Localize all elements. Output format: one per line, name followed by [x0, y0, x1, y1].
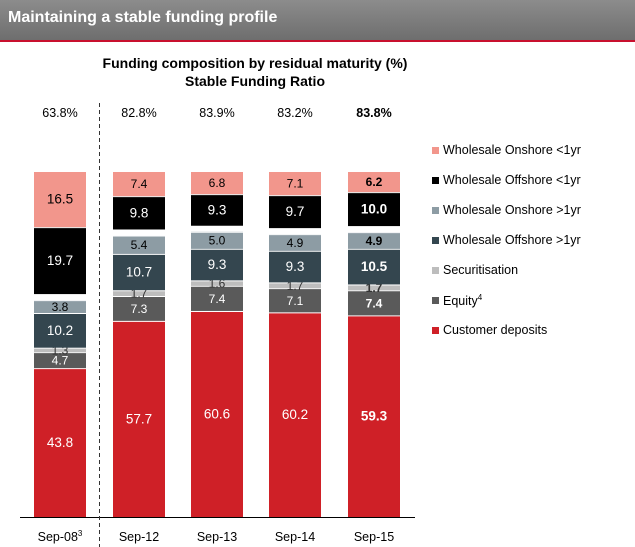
legend-label: Wholesale Offshore >1yr	[443, 233, 581, 247]
bar-segment	[269, 312, 321, 517]
bar-value-label: 6.2	[366, 175, 383, 189]
bar-value-label: 4.9	[287, 236, 304, 250]
bar-segment	[269, 250, 321, 283]
bar-segment	[34, 227, 86, 295]
legend-label: Customer deposits	[443, 323, 548, 337]
bar-segment	[34, 347, 86, 353]
bar-segment	[113, 253, 165, 291]
chart-title: Funding composition by residual maturity…	[102, 55, 408, 71]
stable-funding-ratio-label: 83.9%	[199, 106, 234, 120]
bar-value-label: 9.7	[286, 204, 305, 219]
legend-label: Wholesale Offshore <1yr	[443, 173, 581, 187]
bar-value-label: 59.3	[361, 409, 388, 424]
legend-label: Wholesale Onshore >1yr	[443, 203, 581, 217]
bar-value-label: 10.0	[361, 202, 387, 217]
bar-segment	[348, 315, 400, 517]
bar-value-label: 7.4	[366, 296, 383, 310]
bar-segment	[34, 368, 86, 517]
bar-segment	[34, 352, 86, 369]
bar-value-label: 5.0	[209, 234, 226, 248]
bar-value-label: 43.8	[47, 435, 73, 450]
legend-label: Wholesale Onshore <1yr	[443, 143, 581, 157]
bar-value-label: 60.6	[204, 406, 230, 421]
bar-segment	[348, 232, 400, 249]
bar-segment	[348, 290, 400, 316]
stable-funding-ratio-label: 83.8%	[356, 106, 391, 120]
bar-segment	[113, 171, 165, 197]
bar-segment	[269, 195, 321, 229]
bar-value-label: 57.7	[126, 411, 152, 426]
bar-value-label: 7.1	[287, 294, 304, 308]
bar-value-label: 10.2	[47, 323, 73, 338]
bar-segment	[269, 234, 321, 251]
bar-value-label: 6.8	[209, 176, 226, 190]
bar-value-label: 7.4	[131, 177, 148, 191]
bar-segment	[113, 235, 165, 254]
bar-value-label: 9.3	[208, 257, 227, 272]
bar-value-label: 5.4	[131, 238, 148, 252]
bar-segment	[348, 192, 400, 227]
bar-segment	[191, 231, 243, 249]
bar-segment	[191, 194, 243, 226]
bar-segment	[191, 310, 243, 517]
bar-value-label: 7.3	[131, 302, 148, 316]
banner-accent-rule	[0, 40, 635, 42]
bar-value-label: 60.2	[282, 407, 308, 422]
bar-value-label: 4.9	[366, 234, 383, 248]
bar-value-label: 7.1	[287, 177, 304, 191]
bar-segment	[191, 280, 243, 286]
bar-value-label: 9.3	[286, 259, 305, 274]
bar-segment	[113, 196, 165, 230]
legend-label: Securitisation	[443, 263, 519, 277]
bar-value-label: 4.7	[52, 354, 69, 368]
bar-segment	[191, 248, 243, 281]
chart-subtitle: Stable Funding Ratio	[185, 73, 325, 89]
x-tick-label: Sep-15	[354, 530, 394, 544]
legend-swatch	[432, 267, 439, 274]
bar-segment	[348, 284, 400, 291]
x-tick-label: Sep-14	[275, 530, 315, 544]
bar-segment	[34, 300, 86, 313]
bar-segment	[269, 288, 321, 313]
bar-segment	[269, 171, 321, 196]
bar-value-label: 10.7	[126, 265, 152, 280]
bar-segment	[113, 296, 165, 321]
bar-value-label: 7.4	[209, 292, 226, 306]
bar-segment	[113, 320, 165, 517]
bar-value-label: 3.8	[52, 300, 69, 314]
bar-value-label: 10.5	[361, 259, 388, 274]
section-title: Maintaining a stable funding profile	[8, 9, 278, 26]
x-tick-label: Sep-13	[197, 530, 237, 544]
x-tick-label: Sep-12	[119, 530, 159, 544]
bar-segment	[348, 171, 400, 193]
bar-segment	[348, 248, 400, 285]
bar-segment	[191, 171, 243, 195]
section-banner: Maintaining a stable funding profile	[0, 0, 635, 40]
bar-segment	[269, 282, 321, 289]
bar-value-label: 9.3	[208, 202, 227, 217]
legend-swatch	[432, 147, 439, 154]
bar-segment	[113, 290, 165, 296]
bar-segment	[34, 313, 86, 348]
x-tick-label: Sep-083	[38, 529, 83, 544]
stable-funding-ratio-label: 63.8%	[42, 106, 77, 120]
legend-swatch	[432, 177, 439, 184]
legend-swatch	[432, 297, 439, 304]
legend-swatch	[432, 327, 439, 334]
legend-swatch	[432, 207, 439, 214]
bar-value-label: 16.5	[47, 192, 73, 207]
bar-segment	[191, 285, 243, 311]
bar-value-label: 9.8	[130, 205, 149, 220]
legend-swatch	[432, 237, 439, 244]
stable-funding-ratio-label: 83.2%	[277, 106, 312, 120]
bar-value-label: 19.7	[47, 253, 73, 268]
bar-segment	[34, 171, 86, 228]
legend-label: Equity4	[443, 293, 483, 309]
stable-funding-ratio-label: 82.8%	[121, 106, 156, 120]
